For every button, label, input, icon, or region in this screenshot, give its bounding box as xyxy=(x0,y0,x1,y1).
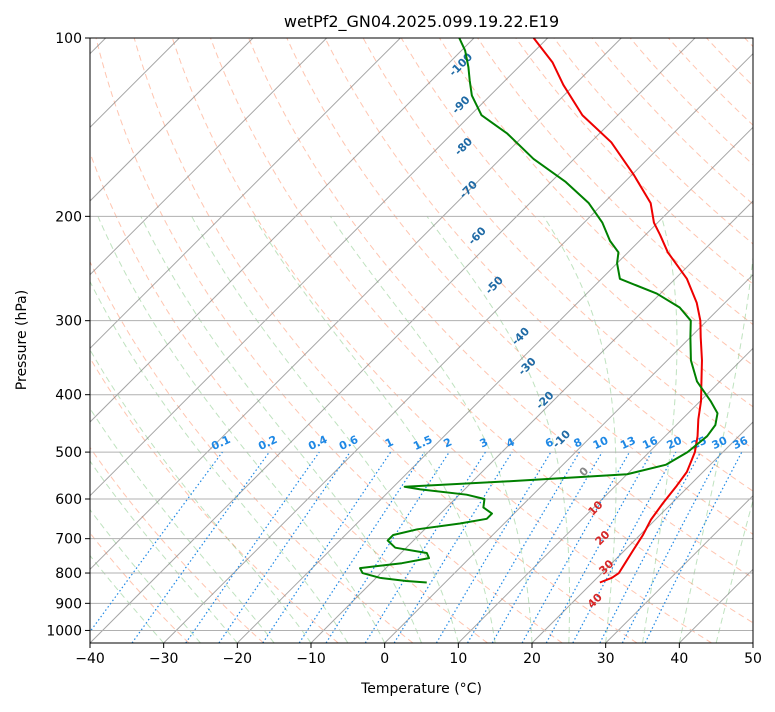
y-tick-label: 100 xyxy=(55,31,82,47)
x-tick-label: 10 xyxy=(449,651,467,667)
y-tick-label: 900 xyxy=(55,596,82,612)
x-axis-label: Temperature (°C) xyxy=(360,681,482,697)
y-tick-label: 500 xyxy=(55,445,82,461)
x-tick-label: 20 xyxy=(523,651,541,667)
y-tick-label: 600 xyxy=(55,492,82,508)
chart-title: wetPf2_GN04.2025.099.19.22.E19 xyxy=(284,12,559,32)
x-tick-label: 0 xyxy=(380,651,389,667)
x-tick-label: 40 xyxy=(670,651,688,667)
y-tick-label: 1000 xyxy=(46,623,82,639)
y-tick-label: 400 xyxy=(55,388,82,404)
x-tick-label: 50 xyxy=(744,651,762,667)
x-tick-label: −40 xyxy=(75,651,105,667)
y-tick-label: 800 xyxy=(55,566,82,582)
y-tick-label: 200 xyxy=(55,209,82,225)
y-tick-label: 700 xyxy=(55,532,82,548)
x-tick-label: 30 xyxy=(597,651,615,667)
x-tick-label: −30 xyxy=(149,651,179,667)
x-tick-label: −10 xyxy=(296,651,326,667)
y-axis-label: Pressure (hPa) xyxy=(14,290,30,390)
x-tick-label: −20 xyxy=(223,651,253,667)
y-tick-label: 300 xyxy=(55,314,82,330)
